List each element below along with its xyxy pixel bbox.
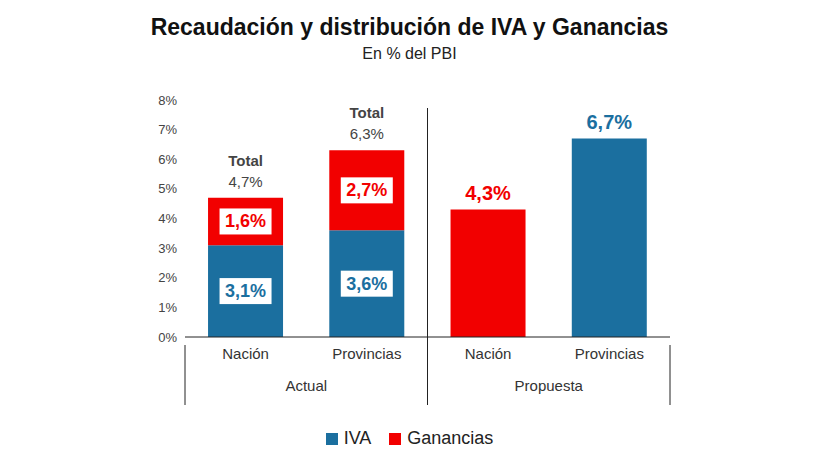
svg-text:0%: 0%: [158, 330, 177, 345]
svg-text:3,6%: 3,6%: [346, 274, 387, 294]
svg-text:6,7%: 6,7%: [586, 111, 632, 133]
svg-text:Provincias: Provincias: [575, 345, 644, 362]
svg-text:Provincias: Provincias: [332, 345, 401, 362]
svg-text:3%: 3%: [158, 241, 177, 256]
svg-text:Total: Total: [228, 152, 263, 169]
html-text:En % del PBI: En % del PBI: [362, 45, 457, 62]
svg-text:3,1%: 3,1%: [225, 281, 266, 301]
svg-text:Total: Total: [350, 104, 385, 121]
svg-text:6,3%: 6,3%: [350, 125, 384, 142]
html-text:Ganancias: Ganancias: [407, 428, 494, 448]
svg-text:1,6%: 1,6%: [225, 211, 266, 231]
svg-text:4,7%: 4,7%: [229, 173, 263, 190]
svg-text:4%: 4%: [158, 211, 177, 226]
html-text:Recaudación y distribución de: Recaudación y distribución de IVA y Gana…: [150, 14, 669, 40]
svg-text:Actual: Actual: [285, 377, 327, 394]
svg-text:Propuesta: Propuesta: [515, 377, 584, 394]
svg-text:2%: 2%: [158, 270, 177, 285]
svg-text:4,3%: 4,3%: [465, 182, 511, 204]
svg-text:7%: 7%: [158, 122, 177, 137]
svg-text:Nación: Nación: [465, 345, 512, 362]
html-text:IVA: IVA: [343, 428, 372, 448]
svg-text:Nación: Nación: [222, 345, 269, 362]
svg-text:2,7%: 2,7%: [346, 180, 387, 200]
svg-text:8%: 8%: [158, 93, 177, 108]
svg-text:1%: 1%: [158, 300, 177, 315]
svg-text:6%: 6%: [158, 152, 177, 167]
svg-text:5%: 5%: [158, 181, 177, 196]
